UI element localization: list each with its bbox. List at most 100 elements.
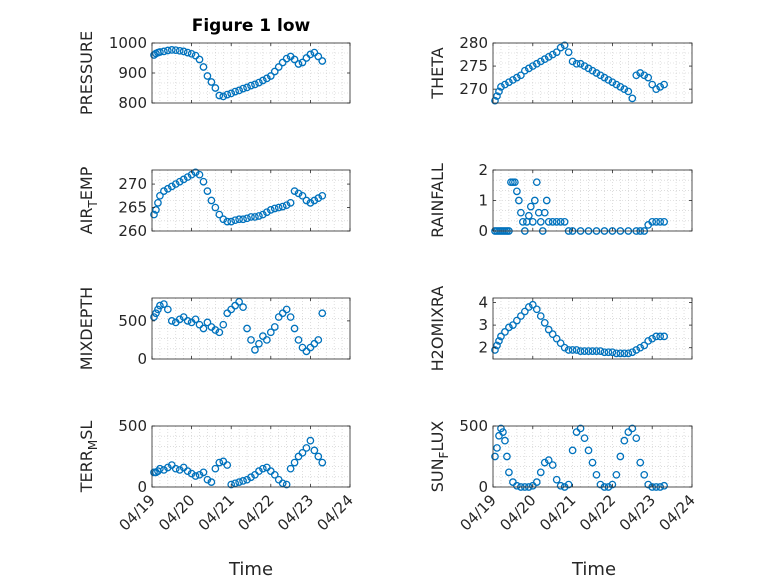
- data-point: [584, 347, 593, 355]
- data-point: [548, 50, 557, 59]
- data-point: [179, 175, 188, 184]
- data-point: [156, 464, 164, 473]
- data-point: [600, 73, 609, 82]
- data-point: [251, 213, 259, 221]
- data-point: [636, 69, 645, 77]
- data-point: [219, 92, 228, 101]
- data-point: [282, 201, 291, 210]
- data-point: [588, 458, 597, 467]
- data-point: [286, 313, 295, 321]
- data-point: [584, 64, 593, 73]
- data-point: [270, 204, 279, 213]
- data-point: [620, 349, 629, 358]
- data-point: [231, 479, 240, 488]
- data-point: [239, 477, 247, 485]
- data-point: [310, 339, 319, 348]
- data-point: [648, 80, 657, 89]
- data-point: [156, 48, 164, 56]
- data-point: [235, 215, 243, 224]
- data-point: [572, 59, 581, 68]
- y-axis-label: THETA: [428, 47, 447, 99]
- data-point: [262, 74, 271, 83]
- data-point: [660, 481, 668, 490]
- data-point: [290, 458, 299, 467]
- data-point: [640, 71, 649, 80]
- data-point: [526, 202, 535, 211]
- data-point: [596, 71, 605, 80]
- data-point: [306, 436, 315, 445]
- data-point: [282, 54, 291, 63]
- data-point: [491, 96, 499, 105]
- data-point: [294, 60, 303, 68]
- data-point: [310, 196, 319, 205]
- data-point: [493, 444, 501, 452]
- y-axis-label: SUNFLUX: [428, 421, 451, 493]
- y-tick-label: 900: [118, 64, 147, 82]
- data-point: [580, 347, 589, 355]
- data-point: [509, 321, 517, 329]
- data-point: [318, 57, 327, 65]
- data-point: [160, 466, 168, 474]
- axes-box: [492, 42, 693, 104]
- data-point: [203, 318, 212, 327]
- data-point: [150, 210, 158, 219]
- data-point: [310, 48, 319, 57]
- data-point: [596, 480, 605, 489]
- data-point: [211, 464, 220, 473]
- data-point: [648, 334, 657, 343]
- data-point: [195, 320, 204, 329]
- y-tick-label: 270: [459, 80, 488, 98]
- data-point: [644, 480, 653, 489]
- data-point: [509, 76, 517, 84]
- data-point: [207, 196, 216, 205]
- data-point: [620, 85, 629, 94]
- data-point: [548, 461, 557, 469]
- data-point: [175, 46, 184, 55]
- data-point: [640, 470, 649, 479]
- data-point: [259, 464, 267, 473]
- data-point: [656, 332, 665, 341]
- data-point: [278, 58, 287, 67]
- data-point: [556, 339, 565, 348]
- data-point: [560, 218, 569, 226]
- x-tick-label: 04/23: [616, 491, 659, 534]
- data-point: [195, 470, 204, 479]
- data-point: [616, 452, 625, 461]
- data-point: [183, 467, 192, 475]
- data-point: [251, 80, 259, 89]
- data-point: [588, 347, 597, 355]
- data-point: [660, 332, 668, 341]
- data-point: [175, 315, 184, 324]
- data-point: [163, 463, 172, 472]
- data-point: [231, 216, 240, 225]
- data-point: [540, 319, 549, 327]
- data-point: [199, 468, 208, 477]
- data-point: [656, 82, 665, 91]
- data-point: [160, 187, 168, 195]
- data-point: [636, 343, 645, 352]
- data-point: [648, 218, 657, 226]
- data-point: [528, 218, 537, 226]
- data-point: [310, 446, 319, 455]
- panel-mixdepth: 0 500 MIXDEPTH: [77, 287, 351, 370]
- axes-box: [151, 425, 351, 488]
- x-tick-label: 04/24: [656, 491, 699, 534]
- data-point: [568, 446, 577, 455]
- data-point: [314, 336, 323, 344]
- data-point: [576, 59, 585, 68]
- y-axis-label: RAINFALL: [428, 163, 447, 238]
- y-tick-label: 0: [478, 478, 488, 496]
- panel-rainfall: 0 1 2 RAINFALL: [428, 161, 693, 240]
- data-point: [163, 305, 172, 314]
- data-point: [167, 46, 176, 54]
- data-point: [532, 178, 541, 187]
- data-point: [203, 72, 212, 80]
- data-point: [628, 348, 637, 357]
- data-point: [183, 48, 192, 57]
- data-point: [620, 436, 629, 445]
- data-point: [298, 448, 307, 457]
- data-point: [239, 303, 247, 311]
- data-point: [517, 208, 525, 217]
- data-point: [298, 343, 307, 352]
- data-point: [612, 470, 621, 479]
